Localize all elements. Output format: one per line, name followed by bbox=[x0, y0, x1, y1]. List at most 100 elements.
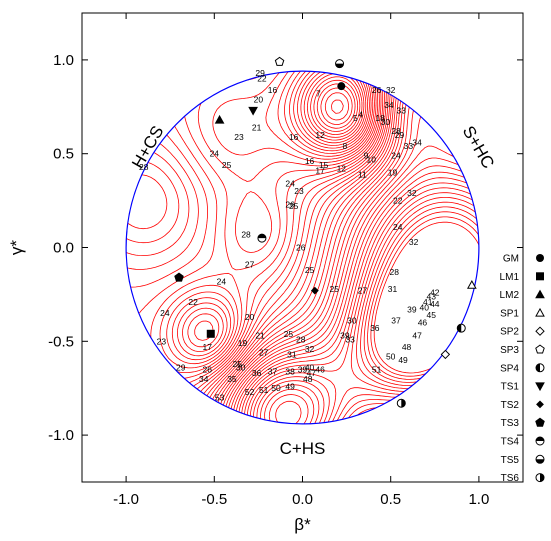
contour-label: 42 bbox=[430, 288, 440, 298]
contour-label: 32 bbox=[305, 344, 315, 354]
contour-label: 48 bbox=[402, 342, 412, 352]
y-tick-label: 0.5 bbox=[53, 146, 74, 163]
x-axis-label: β* bbox=[294, 515, 311, 534]
contour-label: 50 bbox=[271, 383, 281, 393]
legend-label: SP2 bbox=[500, 327, 519, 338]
contour-label: 47 bbox=[307, 368, 317, 378]
contour-label: 24 bbox=[285, 179, 295, 189]
contour-label: 30 bbox=[381, 117, 391, 127]
legend-entry: GM bbox=[503, 254, 544, 265]
contour-label: 39 bbox=[407, 304, 417, 314]
point-ts5 bbox=[335, 59, 345, 69]
contour-label: 21 bbox=[255, 331, 265, 341]
legend-label: TS5 bbox=[501, 455, 520, 466]
legend-marker bbox=[535, 454, 545, 464]
legend-entry: SP1 bbox=[500, 307, 545, 319]
contour-label: 51 bbox=[372, 364, 382, 374]
region-label: H+CS bbox=[128, 123, 167, 172]
y-tick-label: 1.0 bbox=[53, 52, 74, 69]
legend-entry: LM2 bbox=[500, 289, 545, 301]
legend-entry: SP3 bbox=[500, 344, 545, 356]
contour-label: 29 bbox=[395, 130, 405, 140]
point-ts2 bbox=[310, 286, 319, 295]
contour-label: 32 bbox=[409, 237, 419, 247]
contour-label: 47 bbox=[412, 331, 422, 341]
contour-label: 39 bbox=[298, 364, 308, 374]
contour-label: 18 bbox=[375, 113, 385, 123]
legend-entry: SP4 bbox=[500, 363, 545, 374]
contour-line bbox=[126, 71, 479, 424]
contour-label: 26 bbox=[203, 364, 213, 374]
contour-line bbox=[300, 71, 367, 144]
unit-circle-boundary bbox=[125, 70, 480, 425]
contour-label: 51 bbox=[259, 385, 269, 395]
point-sp2 bbox=[440, 349, 451, 360]
legend-label: SP1 bbox=[500, 308, 519, 319]
legend-label: GM bbox=[503, 254, 519, 265]
legend-label: LM1 bbox=[500, 272, 520, 283]
contour-label: 29 bbox=[176, 363, 186, 373]
contour-label: 28 bbox=[389, 267, 399, 277]
contour-label: 26 bbox=[285, 199, 295, 209]
contour-line bbox=[238, 171, 479, 424]
contour-label: 31 bbox=[287, 349, 297, 359]
contour-label: 17 bbox=[315, 166, 325, 176]
contour-label: 11 bbox=[358, 169, 367, 179]
contour-label: 4 bbox=[358, 109, 363, 119]
point-ts6 bbox=[396, 398, 406, 408]
contour-label: 20 bbox=[245, 312, 255, 322]
region-label: C+HS bbox=[280, 439, 326, 458]
contour-label: 32 bbox=[407, 188, 417, 198]
contour-line bbox=[313, 79, 358, 132]
contour-label: 34 bbox=[412, 137, 422, 147]
legend-label: TS6 bbox=[501, 473, 520, 484]
contour-label: 35 bbox=[227, 374, 237, 384]
contour-label: 28 bbox=[139, 162, 149, 172]
contour-label: 50 bbox=[386, 351, 396, 361]
contour-label: 45 bbox=[427, 310, 437, 320]
point-lm1 bbox=[206, 329, 215, 338]
contour-label: 52 bbox=[245, 387, 255, 397]
legend-entry: TS6 bbox=[501, 473, 545, 484]
contour-label: 22 bbox=[393, 196, 403, 206]
contour-line bbox=[324, 92, 349, 121]
x-tick-label: 0.0 bbox=[292, 491, 313, 508]
contour-label: 37 bbox=[391, 316, 401, 326]
contour-label: 16 bbox=[289, 132, 299, 142]
contour-label: 25 bbox=[284, 329, 294, 339]
contour-label: 46 bbox=[315, 364, 325, 374]
axis-ticks: -1.0 -0.5 0.0 0.5 1.0 -1.0 -0.5 0.0 0.5 1.0 bbox=[48, 13, 523, 508]
contour-label: 24 bbox=[391, 151, 401, 161]
contour-label: 46 bbox=[418, 318, 428, 328]
contour-label: 12 bbox=[337, 164, 347, 174]
contour-label: 30 bbox=[236, 363, 246, 373]
legend-entry: TS3 bbox=[501, 417, 545, 429]
contour-label: 33 bbox=[345, 334, 355, 344]
contour-label: 19 bbox=[388, 167, 398, 177]
contour-label: 36 bbox=[252, 368, 262, 378]
contour-label: 16 bbox=[305, 156, 315, 166]
legend-marker bbox=[536, 272, 544, 281]
contour-line bbox=[187, 71, 372, 348]
legend-entry: LM1 bbox=[500, 272, 544, 283]
contour-line bbox=[246, 187, 479, 424]
contour-label: 34 bbox=[384, 100, 394, 110]
contour-label: 28 bbox=[241, 229, 251, 239]
point-gm bbox=[337, 82, 346, 91]
region-label: S+HC bbox=[459, 123, 498, 172]
legend-marker bbox=[535, 382, 545, 392]
contour-label: 28 bbox=[296, 334, 306, 344]
contour-label: 27 bbox=[358, 286, 368, 296]
legend-marker bbox=[536, 254, 544, 262]
contour-label: 25 bbox=[330, 284, 340, 294]
contour-label: 26 bbox=[372, 85, 382, 95]
contour-label: 49 bbox=[285, 381, 295, 391]
contour-line bbox=[331, 99, 344, 114]
legend-marker bbox=[535, 289, 545, 299]
contour-line bbox=[166, 71, 379, 365]
contour-label: 34 bbox=[199, 374, 209, 384]
legend-marker bbox=[535, 363, 545, 373]
contour-line bbox=[253, 197, 479, 424]
legend-marker bbox=[535, 307, 545, 317]
